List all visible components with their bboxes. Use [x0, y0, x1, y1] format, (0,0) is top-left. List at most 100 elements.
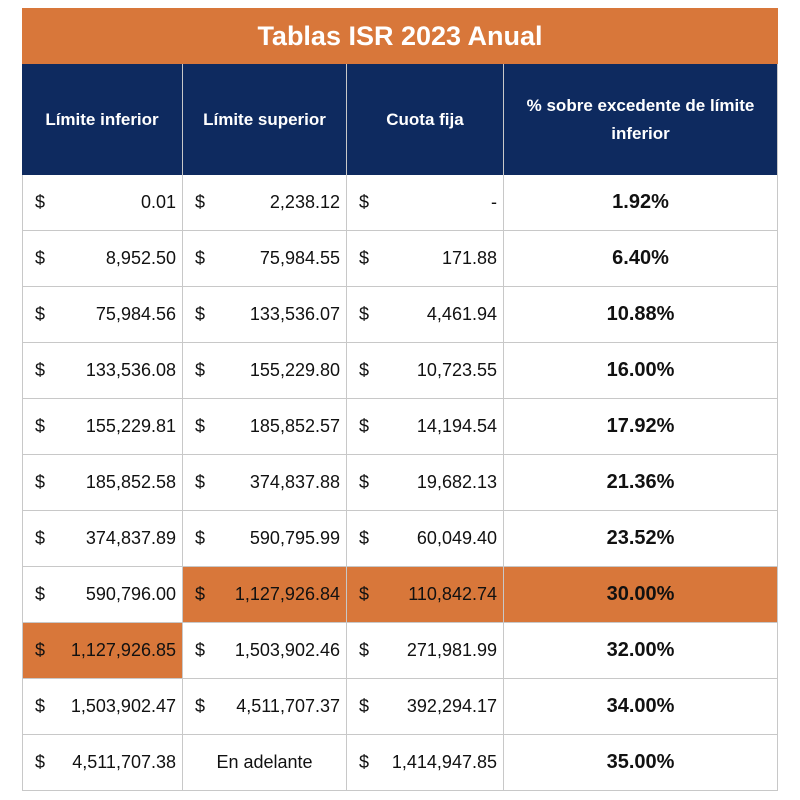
money-cell: $1,127,926.85: [22, 623, 183, 679]
text-cell: 35.00%: [504, 735, 778, 791]
amount: 14,194.54: [416, 416, 497, 436]
amount: 75,984.55: [259, 248, 340, 268]
currency-symbol: $: [35, 248, 46, 268]
currency-symbol: $: [195, 416, 206, 436]
currency-symbol: $: [35, 752, 46, 772]
currency-symbol: $: [195, 304, 206, 324]
rate: 1.92%: [612, 191, 669, 213]
money-cell: $75,984.55: [183, 231, 347, 287]
money-cell: $60,049.40: [347, 511, 504, 567]
amount: 590,795.99: [249, 528, 340, 548]
isr-table: Tablas ISR 2023 Anual Límite inferior Lím…: [22, 8, 778, 791]
rate: 30.00%: [606, 583, 675, 605]
currency-symbol: $: [35, 584, 46, 604]
currency-symbol: $: [195, 192, 206, 212]
currency-symbol: $: [195, 248, 206, 268]
money-cell: $8,952.50: [22, 231, 183, 287]
currency-symbol: $: [35, 416, 46, 436]
money-cell: $374,837.88: [183, 455, 347, 511]
currency-symbol: $: [359, 696, 370, 716]
currency-symbol: $: [35, 192, 46, 212]
amount: 10,723.55: [416, 360, 497, 380]
money-cell: $374,837.89: [22, 511, 183, 567]
amount: 1,127,926.84: [234, 584, 340, 604]
amount: 110,842.74: [408, 584, 497, 604]
money-cell: $4,511,707.38: [22, 735, 183, 791]
money-cell: $155,229.80: [183, 343, 347, 399]
amount: -: [491, 192, 497, 212]
amount: 60,049.40: [416, 528, 497, 548]
money-cell: $185,852.57: [183, 399, 347, 455]
money-cell: $392,294.17: [347, 679, 504, 735]
currency-symbol: $: [195, 360, 206, 380]
text-cell: En adelante: [183, 735, 347, 791]
money-cell: $133,536.07: [183, 287, 347, 343]
rate: 16.00%: [606, 359, 675, 381]
currency-symbol: $: [359, 360, 370, 380]
money-cell: $10,723.55: [347, 343, 504, 399]
money-cell: $4,461.94: [347, 287, 504, 343]
amount: 4,511,707.38: [72, 752, 176, 772]
text-cell: 23.52%: [504, 511, 778, 567]
amount: 392,294.17: [406, 696, 497, 716]
money-cell: $590,795.99: [183, 511, 347, 567]
money-cell: $14,194.54: [347, 399, 504, 455]
rate: 17.92%: [606, 415, 675, 437]
money-cell: $1,503,902.47: [22, 679, 183, 735]
money-cell: $1,414,947.85: [347, 735, 504, 791]
text-cell: 21.36%: [504, 455, 778, 511]
column-header: Límite superior: [183, 64, 347, 175]
money-cell: $110,842.74: [347, 567, 504, 623]
currency-symbol: $: [35, 640, 46, 660]
currency-symbol: $: [195, 472, 206, 492]
rate: 6.40%: [612, 247, 669, 269]
money-cell: $171.88: [347, 231, 504, 287]
cell-text: En adelante: [216, 752, 313, 772]
money-cell: $271,981.99: [347, 623, 504, 679]
money-cell: $4,511,707.37: [183, 679, 347, 735]
amount: 374,837.88: [249, 472, 340, 492]
money-cell: $133,536.08: [22, 343, 183, 399]
currency-symbol: $: [195, 696, 206, 716]
amount: 4,511,707.37: [236, 696, 340, 716]
amount: 8,952.50: [105, 248, 176, 268]
amount: 1,414,947.85: [391, 752, 497, 772]
currency-symbol: $: [359, 192, 370, 212]
currency-symbol: $: [359, 584, 370, 604]
text-cell: 34.00%: [504, 679, 778, 735]
currency-symbol: $: [195, 528, 206, 548]
amount: 1,503,902.47: [70, 696, 176, 716]
text-cell: 17.92%: [504, 399, 778, 455]
currency-symbol: $: [195, 584, 206, 604]
amount: 374,837.89: [85, 528, 176, 548]
amount: 1,127,926.85: [70, 640, 176, 660]
currency-symbol: $: [195, 640, 206, 660]
table-grid: Límite inferior Límite superior Cuota fija…: [22, 64, 778, 791]
amount: 185,852.57: [249, 416, 340, 436]
amount: 271,981.99: [406, 640, 497, 660]
currency-symbol: $: [35, 472, 46, 492]
money-cell: $185,852.58: [22, 455, 183, 511]
text-cell: 16.00%: [504, 343, 778, 399]
rate: 34.00%: [606, 695, 675, 717]
money-cell: $75,984.56: [22, 287, 183, 343]
amount: 1,503,902.46: [234, 640, 340, 660]
rate: 10.88%: [606, 303, 675, 325]
rate: 32.00%: [606, 639, 675, 661]
amount: 4,461.94: [426, 304, 497, 324]
money-cell: $590,796.00: [22, 567, 183, 623]
currency-symbol: $: [359, 640, 370, 660]
money-cell: $2,238.12: [183, 175, 347, 231]
text-cell: 6.40%: [504, 231, 778, 287]
currency-symbol: $: [359, 752, 370, 772]
currency-symbol: $: [359, 304, 370, 324]
money-cell: $19,682.13: [347, 455, 504, 511]
amount: 2,238.12: [269, 192, 340, 212]
column-header: % sobre excedente de límite inferior: [504, 64, 778, 175]
text-cell: 10.88%: [504, 287, 778, 343]
currency-symbol: $: [35, 528, 46, 548]
currency-symbol: $: [359, 472, 370, 492]
currency-symbol: $: [35, 360, 46, 380]
amount: 590,796.00: [85, 584, 176, 604]
currency-symbol: $: [359, 528, 370, 548]
